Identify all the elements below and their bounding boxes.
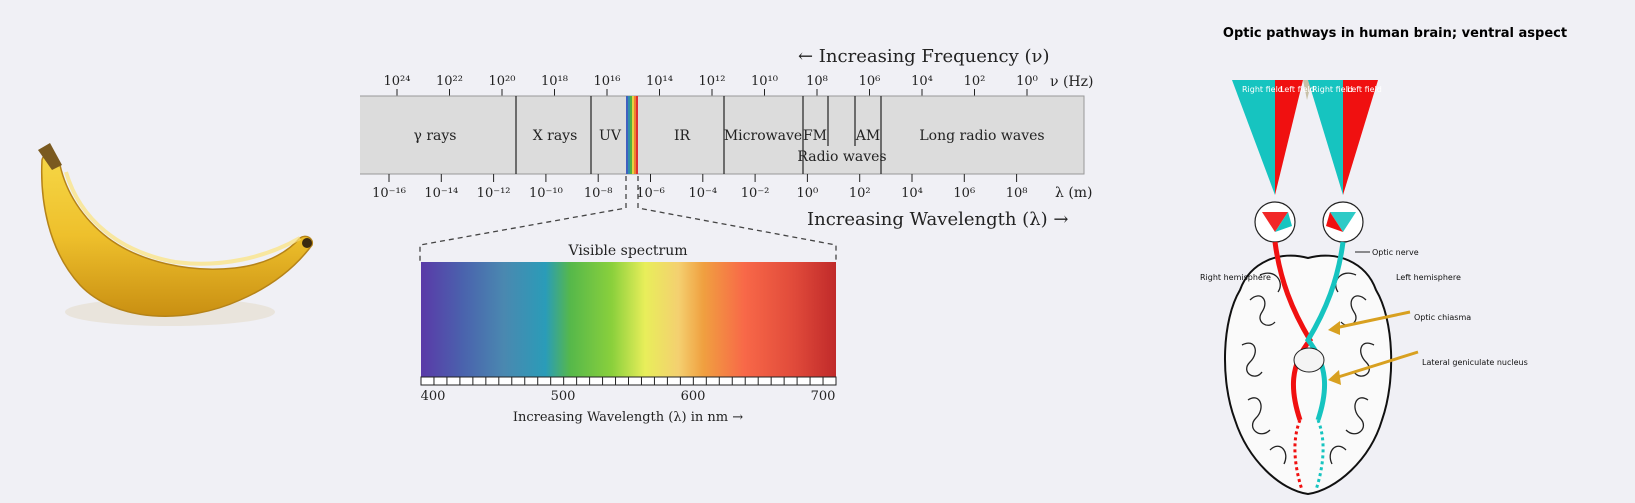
wavelength-tick-label: 10⁰ xyxy=(797,186,819,201)
brainstem xyxy=(1293,347,1325,373)
visible-gradient xyxy=(421,262,836,377)
optic-pathways-diagram: Optic pathways in human brain; ventral a… xyxy=(1200,0,1635,499)
wavelength-tick-label: 10⁶ xyxy=(953,186,975,201)
frequency-unit: ν (Hz) xyxy=(1050,74,1093,90)
band-long-radio: Long radio waves xyxy=(919,128,1044,144)
wavelength-ticks: 10⁻¹⁶ 10⁻¹⁴ 10⁻¹² 10⁻¹⁰ 10⁻⁸ 10⁻⁶ 10⁻⁴ 10⁻² 10⁰ 1… xyxy=(372,174,1027,201)
cone-left-field-2 xyxy=(1343,80,1378,195)
label-right-hemisphere: Right hemisphere xyxy=(1200,273,1271,282)
visible-tick-400: 400 xyxy=(421,389,446,404)
frequency-tick-label: 10²² xyxy=(436,74,463,89)
wavelength-tick-label: 10⁻⁸ xyxy=(584,186,613,201)
right-eye xyxy=(1322,201,1364,243)
optic-radiations xyxy=(1293,419,1325,491)
banana-image xyxy=(0,0,340,499)
visible-tick-600: 600 xyxy=(681,389,706,404)
label-lgn: Lateral geniculate nucleus xyxy=(1422,358,1528,367)
wavelength-tick-label: 10⁻¹⁴ xyxy=(424,186,458,201)
wavelength-tick-label: 10⁻¹² xyxy=(477,186,511,201)
band-microwave: Microwave xyxy=(724,128,802,144)
band-am: AM xyxy=(855,128,880,144)
brain-gyri xyxy=(1241,272,1375,465)
visible-tick-500: 500 xyxy=(551,389,576,404)
brain-outline xyxy=(1224,254,1393,496)
band-radio: Radio waves xyxy=(797,149,886,165)
frequency-tick-label: 10²⁰ xyxy=(489,74,516,89)
left-eye xyxy=(1254,201,1296,243)
wavelength-tick-label: 10⁻² xyxy=(741,186,770,201)
band-gamma: γ rays xyxy=(414,128,457,144)
label-optic-nerve: Optic nerve xyxy=(1372,248,1419,257)
label-optic-chiasma: Optic chiasma xyxy=(1414,313,1471,322)
cone-right-field-2 xyxy=(1308,80,1343,195)
brain-title: Optic pathways in human brain; ventral a… xyxy=(1222,26,1568,41)
frequency-tick-label: 10²⁴ xyxy=(384,74,411,89)
label-left-hemisphere: Left hemisphere xyxy=(1396,273,1461,282)
wavelength-unit: λ (m) xyxy=(1055,185,1093,201)
visible-strip xyxy=(626,96,638,174)
arrow-optic-chiasma xyxy=(1334,310,1411,330)
frequency-tick-label: 10⁸ xyxy=(806,74,828,89)
cone-left-field-1 xyxy=(1275,80,1303,195)
frequency-tick-label: 10¹² xyxy=(699,74,726,89)
frequency-tick-label: 10¹⁴ xyxy=(646,74,673,89)
band-uv: UV xyxy=(599,128,622,144)
frequency-tick-label: 10² xyxy=(964,74,986,89)
label-left-field-2: Left field xyxy=(1347,85,1382,94)
wavelength-tick-label: 10⁴ xyxy=(901,186,923,201)
wavelength-tick-label: 10² xyxy=(849,186,871,201)
visible-title: Visible spectrum xyxy=(567,243,687,259)
zoom-lines xyxy=(419,176,837,262)
banana-stem xyxy=(38,143,62,170)
frequency-tick-label: 10⁰ xyxy=(1016,74,1038,89)
frequency-tick-label: 10⁶ xyxy=(859,74,881,89)
band-dividers xyxy=(515,96,882,174)
wavelength-label: Increasing Wavelength (λ) → xyxy=(807,209,1068,230)
banana-illustration xyxy=(38,143,314,326)
visible-tick-700: 700 xyxy=(811,389,836,404)
banana-highlight xyxy=(64,171,301,266)
frequency-label: ← Increasing Frequency (ν) xyxy=(798,46,1049,67)
spectrum-bar xyxy=(355,95,1085,175)
frequency-tick-label: 10¹⁸ xyxy=(541,74,568,89)
frequency-ticks: 10²⁴ 10²² 10²⁰ 10¹⁸ 10¹⁶ 10¹⁴ 10¹² 10¹⁰ 10⁸ 10⁶ 10… xyxy=(384,74,1038,96)
wavelength-tick-label: 10⁻⁶ xyxy=(636,186,665,201)
frequency-tick-label: 10¹⁶ xyxy=(594,74,621,89)
banana-tip xyxy=(302,238,312,248)
cyan-tract xyxy=(1304,241,1346,421)
frequency-tick-label: 10¹⁰ xyxy=(751,74,778,89)
wavelength-tick-label: 10⁸ xyxy=(1006,186,1028,201)
wavelength-tick-label: 10⁻¹⁶ xyxy=(372,186,406,201)
arrow-lgn xyxy=(1334,350,1419,380)
frequency-tick-label: 10⁴ xyxy=(911,74,933,89)
wavelength-tick-label: 10⁻¹⁰ xyxy=(529,186,563,201)
label-right-field-1: Right field xyxy=(1242,85,1283,94)
banana-body xyxy=(40,153,314,317)
band-fm: FM xyxy=(803,128,827,144)
band-ir: IR xyxy=(674,128,691,144)
wavelength-tick-label: 10⁻⁴ xyxy=(688,186,717,201)
band-xray: X rays xyxy=(533,128,578,144)
visible-axis-label: Increasing Wavelength (λ) in nm → xyxy=(513,410,743,425)
em-spectrum-diagram: ← Increasing Frequency (ν) 10²⁴ 10²² 10²⁰ 1… xyxy=(355,0,1140,499)
label-left-field-1: Left field xyxy=(1280,85,1315,94)
visible-ruler-ticks xyxy=(420,377,837,385)
label-right-field-2: Right field xyxy=(1312,85,1353,94)
cone-right-field-1 xyxy=(1232,80,1275,195)
